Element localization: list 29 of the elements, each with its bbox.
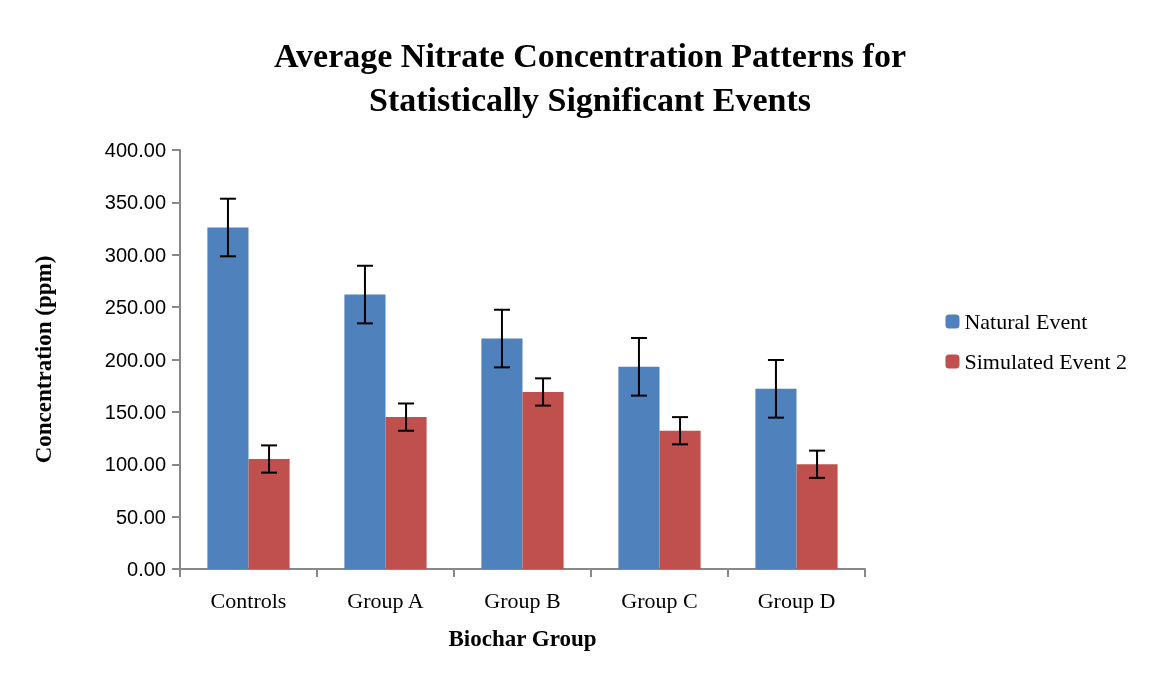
x-tick-label: Group A: [347, 587, 424, 613]
x-tick-label: Group D: [757, 587, 836, 613]
y-tick-label: 200.00: [104, 348, 166, 371]
y-tick-label: 250.00: [104, 296, 166, 319]
y-tick-label: 50.00: [115, 505, 166, 528]
legend-label: Simulated Event 2: [964, 349, 1127, 374]
x-tick-label: Group C: [621, 587, 698, 613]
bar: [755, 388, 797, 569]
bar: [385, 417, 427, 569]
legend-label: Natural Event: [964, 309, 1088, 334]
y-tick-label: 300.00: [104, 243, 166, 266]
bar: [248, 459, 290, 569]
bar: [207, 227, 249, 569]
y-tick-label: 150.00: [104, 400, 166, 423]
y-tick-label: 100.00: [104, 453, 166, 476]
x-axis-title: Biochar Group: [448, 626, 597, 651]
bar: [481, 338, 523, 569]
y-tick-label: 350.00: [104, 191, 166, 214]
x-tick-label: Group B: [484, 587, 561, 613]
chart-title: Average Nitrate Concentration Patterns for Statistically Significant Events: [274, 36, 906, 118]
y-tick-label: 0.00: [127, 558, 166, 580]
x-tick-label: Controls: [210, 587, 287, 613]
y-axis-title: Concentration (ppm): [31, 255, 56, 464]
bar: [796, 464, 838, 569]
bar: [522, 391, 564, 569]
bar: [659, 430, 701, 569]
bar: [344, 294, 386, 569]
bar: [618, 366, 660, 569]
y-tick-label: 400.00: [104, 139, 166, 161]
